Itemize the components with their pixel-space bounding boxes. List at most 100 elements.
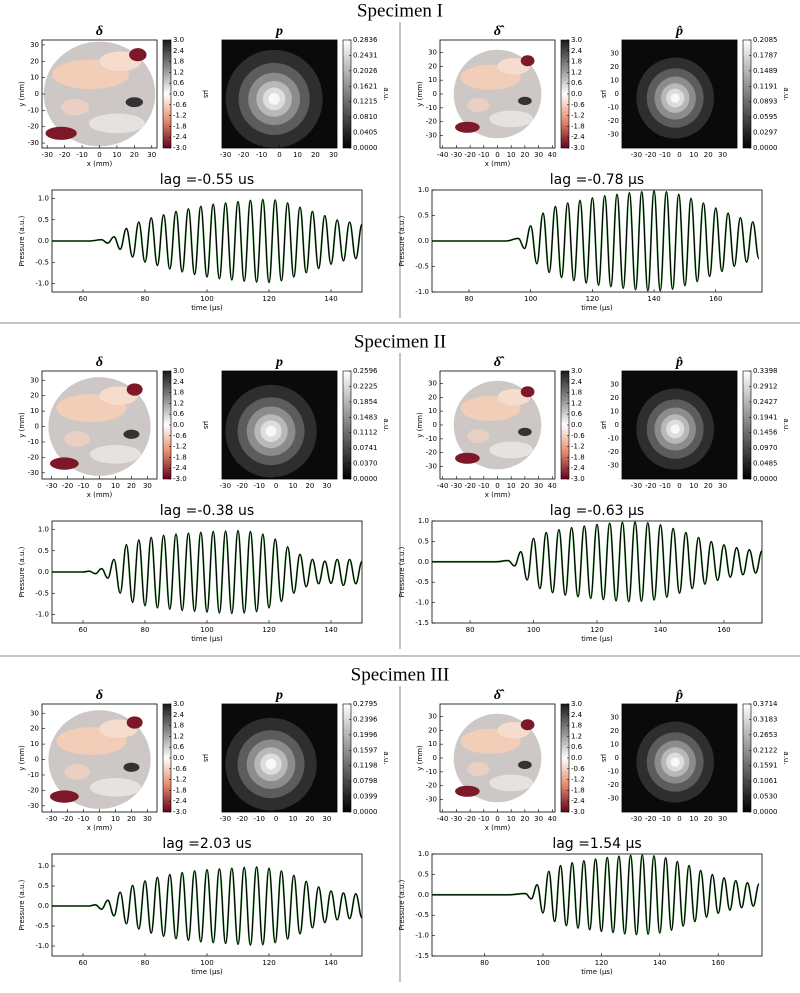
colorbar-tick-label: 0.0000 — [353, 144, 378, 152]
x-tick-label: 30 — [143, 482, 152, 490]
colorbar-tick-label: 0.0810 — [353, 113, 378, 121]
y-tick-label: 0 — [433, 421, 437, 429]
y-tick-label: 20 — [30, 392, 39, 400]
y-axis-label: y (mm) — [18, 412, 26, 438]
x-tick-label: 10 — [112, 151, 121, 159]
x-tick-label: -20 — [62, 482, 73, 490]
patch — [123, 762, 140, 772]
colorbar-tick-label: 0.2122 — [753, 746, 778, 754]
colorbar-tick-label: 0.1787 — [753, 51, 778, 59]
y-tick-label: 0 — [433, 754, 437, 762]
waveform — [432, 189, 760, 292]
heatmap-image — [622, 704, 737, 812]
colorbar — [342, 703, 352, 813]
panel-title: p — [275, 355, 283, 370]
y-tick-label: -20 — [426, 118, 437, 126]
colorbar-tick-label: 0.1854 — [353, 398, 378, 406]
colorbar-tick-label: 3.0 — [571, 700, 582, 708]
colorbar-tick-label: 0.0 — [571, 421, 582, 429]
colorbar-label: μs — [600, 421, 608, 429]
x-tick-label: -20 — [464, 815, 475, 823]
y-tick-label: 30 — [30, 41, 39, 49]
y-tick-label: -1.0 — [415, 288, 429, 296]
y-tick-label: -1.0 — [35, 280, 49, 288]
x-tick-label: 0 — [677, 151, 681, 159]
x-tick-label: -30 — [451, 815, 462, 823]
x-tick-label: 30 — [322, 482, 331, 490]
x-tick-label: 60 — [79, 295, 88, 303]
y-axis-label: Pressure (a.u.) — [18, 215, 26, 266]
x-tick-label: 100 — [200, 626, 213, 634]
colorbar-tick-label: 2.4 — [173, 378, 185, 386]
y-tick-label: -20 — [608, 117, 619, 125]
x-tick-label: -10 — [253, 815, 264, 823]
colorbar-tick-label: 0.6 — [571, 743, 583, 751]
x-tick-label: 140 — [654, 626, 667, 634]
colorbar-tick-label: -3.0 — [173, 475, 187, 483]
y-tick-label: 1.0 — [418, 186, 429, 194]
x-tick-label: -30 — [451, 151, 462, 159]
colorbar-tick-label: -0.6 — [571, 432, 585, 440]
colorbar-tick-label: 1.2 — [571, 732, 582, 740]
x-tick-label: 30 — [534, 151, 543, 159]
heatmap-image — [42, 704, 157, 812]
colorbar-tick-label: 1.2 — [173, 732, 184, 740]
y-tick-label: -20 — [608, 448, 619, 456]
colorbar-tick-label: -2.4 — [173, 133, 187, 141]
colorbar-tick-label: 0.1215 — [353, 98, 378, 106]
patch — [89, 445, 142, 464]
colorbar-tick-label: 0.3183 — [753, 715, 778, 723]
x-tick-label: 0 — [495, 151, 499, 159]
x-axis-label: time (μs) — [581, 968, 613, 976]
y-axis-label: y (mm) — [18, 745, 26, 771]
y-tick-label: 1.0 — [38, 526, 49, 534]
x-tick-label: 80 — [141, 959, 150, 967]
heatmap-image — [222, 371, 337, 479]
y-tick-label: 10 — [610, 408, 619, 416]
y-tick-label: -30 — [608, 462, 619, 470]
y-tick-label: 0 — [35, 756, 39, 764]
patch — [518, 427, 532, 437]
x-tick-label: -30 — [220, 482, 231, 490]
y-axis-label: y (mm) — [416, 412, 424, 438]
x-tick-label: -30 — [631, 815, 642, 823]
y-tick-label: -30 — [426, 132, 437, 140]
x-tick-label: 10 — [507, 151, 516, 159]
x-tick-label: 40 — [548, 151, 557, 159]
colorbar-tick-label: 0.0970 — [753, 444, 778, 452]
patch — [467, 429, 490, 444]
colorbar-tick-label: -1.2 — [173, 112, 187, 120]
colorbar-tick-label: -1.8 — [571, 786, 585, 794]
x-tick-label: 10 — [507, 482, 516, 490]
waveform — [431, 854, 760, 936]
colorbar-tick-label: 0.2085 — [753, 36, 778, 44]
colorbar-tick-label: 0.0000 — [353, 808, 378, 816]
colorbar-tick-label: 0.0 — [173, 421, 184, 429]
x-axis-label: x (mm) — [485, 160, 511, 168]
lag-title: lag =1.54 μs — [552, 836, 641, 852]
colorbar-tick-label: 0.0595 — [753, 113, 778, 121]
plot-frame — [221, 370, 338, 480]
x-tick-label: -40 — [437, 482, 448, 490]
x-tick-label: 10 — [289, 815, 298, 823]
colorbar-tick-label: 0.0 — [173, 90, 184, 98]
y-tick-label: 0 — [433, 90, 437, 98]
colorbar-tick-label: -3.0 — [571, 808, 585, 816]
colorbar-tick-label: 3.0 — [571, 367, 582, 375]
x-tick-label: 10 — [689, 482, 698, 490]
x-axis-label: x (mm) — [87, 824, 113, 832]
patch — [45, 126, 77, 140]
colorbar-tick-label: -2.4 — [173, 797, 187, 805]
colorbar-tick-label: -3.0 — [571, 475, 585, 483]
colorbar-tick-label: 1.2 — [173, 68, 184, 76]
intensity-blob — [670, 93, 680, 103]
colorbar-label: μs — [600, 754, 608, 762]
colorbar-tick-label: 0.2427 — [753, 398, 778, 406]
y-tick-label: 0 — [35, 423, 39, 431]
colorbar-tick-label: 1.2 — [571, 399, 582, 407]
x-tick-label: 0 — [274, 815, 278, 823]
y-tick-label: 0.5 — [418, 212, 429, 220]
x-tick-label: 80 — [480, 959, 489, 967]
heatmap-image — [222, 40, 337, 148]
heatmap-image — [42, 40, 157, 148]
